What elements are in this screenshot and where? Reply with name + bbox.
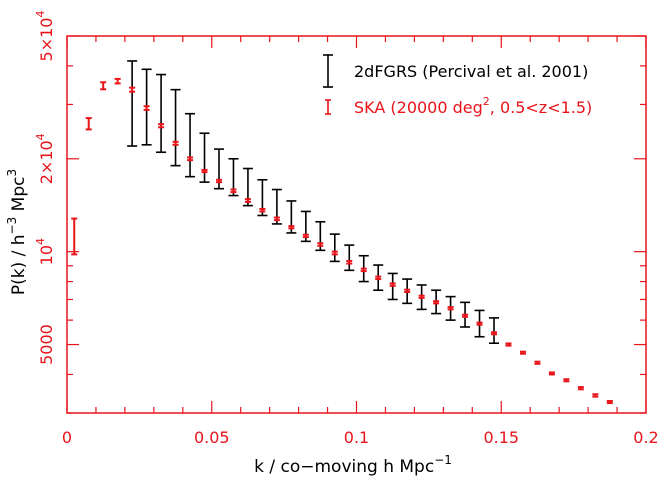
errorbar-ska — [244, 198, 251, 203]
x-axis-title: k / co−moving h Mpc−1 — [254, 453, 452, 477]
errorbar-ska — [418, 294, 425, 299]
y-tick-label: 104 — [34, 238, 56, 265]
errorbar-2dfgrs — [127, 60, 138, 147]
errorbar-ska — [577, 386, 584, 391]
errorbar-ska — [114, 77, 121, 85]
x-tick-label: 0.15 — [483, 428, 519, 447]
y-tick-label: 2×104 — [34, 133, 56, 184]
errorbar-ska — [317, 242, 324, 247]
errorbar-ska — [476, 321, 483, 326]
errorbar-ska — [143, 105, 150, 111]
legend-marker-ska — [325, 99, 331, 115]
errorbar-ska — [230, 188, 237, 194]
x-tick-label: 0.2 — [633, 428, 658, 447]
legend-marker-2dfgrs — [323, 54, 333, 88]
y-tick-label: 5×104 — [34, 11, 56, 62]
errorbar-ska — [187, 156, 194, 162]
legend-label-ska: SKA (20000 deg2, 0.5<z<1.5) — [354, 95, 592, 117]
errorbar-2dfgrs — [185, 112, 196, 178]
x-tick-label: 0.05 — [194, 428, 230, 447]
y-axis-title: P(k) / h−3 Mpc3 — [5, 169, 29, 295]
errorbar-ska — [447, 306, 454, 311]
svg-text:5×104: 5×104 — [34, 11, 56, 62]
errorbar-ska — [158, 123, 165, 129]
errorbar-ska — [404, 288, 411, 294]
legend-label-2dfgrs: 2dFGRS (Percival et al. 2001) — [354, 62, 588, 81]
errorbar-ska — [548, 371, 555, 376]
errorbar-ska — [201, 168, 208, 174]
errorbar-ska — [302, 233, 309, 239]
errorbar-ska — [259, 207, 266, 213]
plot-border — [66, 35, 647, 414]
errorbar-ska — [563, 378, 570, 383]
data-series — [71, 60, 613, 405]
errorbar-2dfgrs — [170, 88, 181, 167]
errorbar-ska — [129, 86, 136, 93]
errorbar-ska — [375, 275, 382, 281]
errorbar-ska — [491, 331, 498, 336]
errorbar-2dfgrs — [329, 233, 340, 263]
svg-text:2×104: 2×104 — [34, 133, 56, 184]
plot-frame — [66, 35, 647, 414]
errorbar-ska — [172, 140, 179, 146]
errorbar-ska — [288, 225, 295, 230]
errorbar-ska — [215, 178, 222, 184]
y-tick-label: 5000 — [37, 324, 56, 365]
errorbar-ska — [273, 216, 280, 222]
errorbar-ska — [331, 250, 338, 256]
errorbar-2dfgrs — [199, 132, 210, 183]
errorbar-ska — [85, 117, 92, 131]
svg-text:5000: 5000 — [37, 324, 56, 365]
errorbar-ska — [462, 313, 469, 318]
svg-text:104: 104 — [34, 238, 56, 265]
errorbar-ska — [71, 217, 78, 256]
errorbar-ska — [505, 342, 512, 347]
errorbar-ska — [360, 267, 367, 273]
x-tick-label: 0 — [62, 428, 72, 447]
errorbar-ska — [592, 393, 599, 398]
errorbar-2dfgrs — [344, 244, 355, 272]
errorbar-ska — [100, 81, 107, 91]
errorbar-ska — [346, 259, 353, 265]
x-tick-label: 0.1 — [344, 428, 369, 447]
axis-ticks — [66, 35, 647, 414]
legend: 2dFGRS (Percival et al. 2001) SKA (20000… — [323, 54, 592, 117]
errorbar-2dfgrs — [489, 317, 500, 345]
errorbar-ska — [519, 350, 526, 355]
errorbar-ska — [389, 282, 396, 287]
errorbar-ska — [534, 360, 541, 365]
series-ska — [71, 77, 613, 405]
errorbar-ska — [606, 400, 613, 405]
errorbar-2dfgrs — [156, 73, 167, 154]
tick-labels: 0 0.05 0.1 0.15 0.2 5000 104 2×104 5×104 — [34, 11, 659, 447]
errorbar-ska — [433, 300, 440, 305]
